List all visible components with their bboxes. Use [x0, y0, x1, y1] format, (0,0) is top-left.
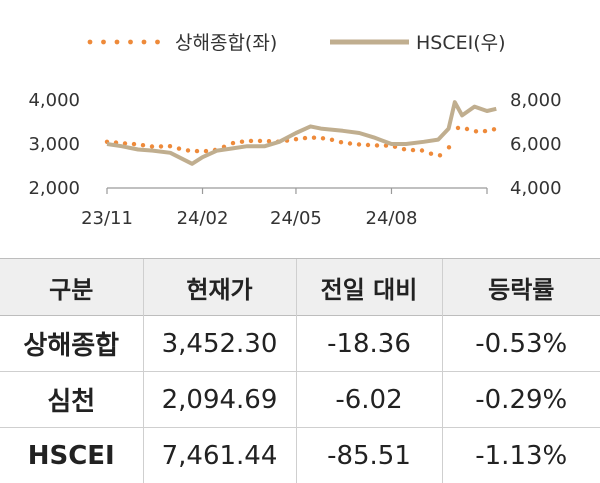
- series-dot-shanghai: [339, 140, 343, 144]
- table-row: 심천 2,094.69 -6.02 -0.29%: [0, 372, 600, 428]
- series-dot-shanghai: [249, 139, 253, 143]
- header-category: 구분: [0, 259, 143, 316]
- series-dot-shanghai: [321, 136, 325, 140]
- series-dot-shanghai: [132, 142, 136, 146]
- series-dot-shanghai: [204, 149, 208, 153]
- row-label: 심천: [0, 372, 143, 428]
- header-change: 전일 대비: [296, 259, 442, 316]
- chart-legend: 상해종합(좌) HSCEI(우): [88, 32, 506, 54]
- series-dot-shanghai: [330, 138, 334, 142]
- series-dot-shanghai: [474, 129, 478, 133]
- table-row: HSCEI 7,461.44 -85.51 -1.13%: [0, 428, 600, 483]
- series-dot-shanghai: [366, 143, 370, 147]
- series-dot-shanghai: [429, 152, 433, 156]
- series-dot-shanghai: [420, 148, 424, 152]
- row-label: HSCEI: [0, 428, 143, 483]
- cell-change-rate: -1.13%: [442, 428, 600, 483]
- y-left-tick-label: 4,000: [28, 90, 80, 111]
- y-left-tick-label: 2,000: [28, 178, 80, 199]
- legend-marker-shanghai: [115, 40, 120, 45]
- series-dot-shanghai: [483, 129, 487, 133]
- cell-change: -85.51: [296, 428, 442, 483]
- series-dot-shanghai: [231, 141, 235, 145]
- cell-current-price: 3,452.30: [143, 316, 296, 372]
- legend-label-hscei: HSCEI(우): [416, 32, 506, 54]
- series-dot-shanghai: [312, 136, 316, 140]
- legend-marker-shanghai: [101, 40, 106, 45]
- x-tick-label: 23/11: [81, 208, 133, 229]
- series-dot-shanghai: [141, 143, 145, 147]
- legend-marker-shanghai: [88, 40, 93, 45]
- series-dot-shanghai: [195, 149, 199, 153]
- cell-change: -6.02: [296, 372, 442, 428]
- series-dot-shanghai: [456, 126, 460, 130]
- x-tick-label: 24/08: [366, 208, 418, 229]
- cell-change-rate: -0.53%: [442, 316, 600, 372]
- x-tick-label: 24/05: [270, 208, 322, 229]
- series-dot-shanghai: [438, 153, 442, 157]
- cell-change: -18.36: [296, 316, 442, 372]
- series-line-hscei: [107, 102, 496, 164]
- series-dot-shanghai: [348, 141, 352, 145]
- series-dot-shanghai: [258, 139, 262, 143]
- series-dot-shanghai: [168, 144, 172, 148]
- x-tick-label: 24/02: [177, 208, 229, 229]
- y-left-tick-label: 3,000: [28, 134, 80, 155]
- y-right-tick-label: 4,000: [510, 178, 562, 199]
- header-change-rate: 등락률: [442, 259, 600, 316]
- series-dot-shanghai: [177, 146, 181, 150]
- series-dot-shanghai: [294, 137, 298, 141]
- series-dot-shanghai: [375, 143, 379, 147]
- series-dot-shanghai: [150, 144, 154, 148]
- series-dot-shanghai: [240, 140, 244, 144]
- y-right-tick-label: 8,000: [510, 90, 562, 111]
- series-dot-shanghai: [465, 127, 469, 131]
- series-dot-shanghai: [303, 136, 307, 140]
- header-current-price: 현재가: [143, 259, 296, 316]
- legend-marker-shanghai: [142, 40, 147, 45]
- index-line-chart: 상해종합(좌) HSCEI(우) 23/11 24/02 24/05 24/08 4,00…: [0, 0, 600, 250]
- table-header-row: 구분 현재가 전일 대비 등락률: [0, 259, 600, 316]
- series-dot-shanghai: [357, 142, 361, 146]
- series-dot-shanghai: [186, 148, 190, 152]
- series-dot-shanghai: [402, 147, 406, 151]
- legend-marker-shanghai: [155, 40, 160, 45]
- index-quote-table: 구분 현재가 전일 대비 등락률 상해종합 3,452.30 -18.36 -0…: [0, 258, 600, 483]
- series-dot-shanghai: [159, 144, 163, 148]
- cell-current-price: 2,094.69: [143, 372, 296, 428]
- y-right-tick-label: 6,000: [510, 134, 562, 155]
- cell-current-price: 7,461.44: [143, 428, 296, 483]
- legend-marker-shanghai: [128, 40, 133, 45]
- series-dot-shanghai: [492, 127, 496, 131]
- series-dot-shanghai: [447, 145, 451, 149]
- table-row: 상해종합 3,452.30 -18.36 -0.53%: [0, 316, 600, 372]
- series-dot-shanghai: [411, 148, 415, 152]
- legend-label-shanghai: 상해종합(좌): [175, 32, 277, 54]
- cell-change-rate: -0.29%: [442, 372, 600, 428]
- row-label: 상해종합: [0, 316, 143, 372]
- series-layer: [105, 102, 497, 164]
